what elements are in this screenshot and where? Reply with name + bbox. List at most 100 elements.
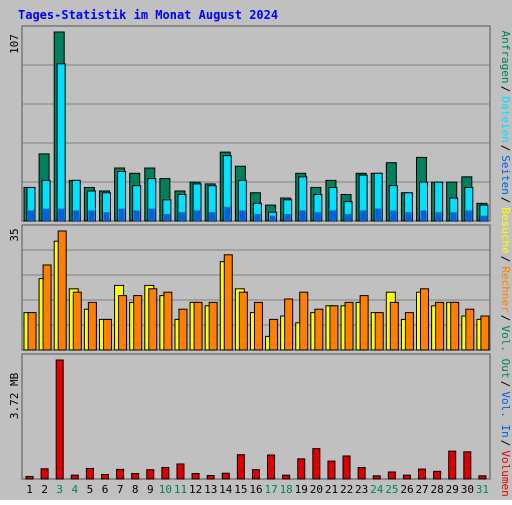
- bar-rechner-day-19: [299, 291, 309, 351]
- bar-rechner-day-3: [57, 230, 67, 351]
- x-tick-label: 9: [147, 483, 154, 496]
- bar-seiten-day-19: [299, 210, 306, 221]
- bar-volumen-day-15: [236, 454, 245, 480]
- bar-volumen-day-8: [131, 473, 140, 480]
- x-tick-label: 3: [56, 483, 63, 496]
- bar-volumen-day-1: [25, 475, 34, 480]
- x-tick-label: 25: [385, 483, 398, 496]
- bar-rechner-day-23: [359, 295, 369, 351]
- bar-seiten-day-29: [450, 212, 457, 221]
- legend-volumen: Volumen: [499, 450, 512, 496]
- bar-rechner-day-30: [465, 308, 475, 351]
- legend-vol-in: Vol. In: [499, 391, 512, 437]
- bar-rechner-day-5: [87, 301, 97, 351]
- chart-panels: 107 35 3.72 MB: [8, 25, 491, 480]
- bar-rechner-day-20: [314, 308, 324, 351]
- legend-vol-out: Vol. Out: [499, 326, 512, 379]
- bar-rechner-day-11: [178, 308, 188, 351]
- bar-volumen-day-16: [251, 469, 260, 480]
- bar-volumen-day-7: [116, 468, 125, 480]
- bar-rechner-day-14: [223, 254, 233, 351]
- bar-volumen-day-27: [418, 468, 427, 480]
- bar-seiten-day-7: [118, 208, 125, 221]
- bar-rechner-day-8: [133, 295, 143, 351]
- legend-dateien: Dateien: [499, 96, 512, 142]
- bar-volumen-day-29: [448, 450, 457, 480]
- bar-seiten-day-20: [314, 212, 321, 221]
- bar-seiten-day-2: [43, 208, 50, 221]
- legend-seiten: Seiten: [499, 155, 512, 195]
- x-tick-label: 2: [41, 483, 48, 496]
- y-max-label: 35: [8, 228, 21, 241]
- bar-volumen-day-19: [297, 458, 306, 480]
- x-tick-label: 12: [189, 483, 202, 496]
- bar-seiten-day-17: [269, 215, 276, 221]
- bar-seiten-day-14: [224, 206, 231, 221]
- bar-seiten-day-23: [360, 210, 367, 221]
- x-tick-label: 11: [174, 483, 187, 496]
- x-axis-day-labels: 1 2 3 4 5 6 7 8 9 10 11 12 13 14 15 16 17 18 19 20 21 22 23 24 2…: [26, 483, 489, 496]
- bar-seiten-day-11: [178, 212, 185, 221]
- bar-rechner-day-27: [420, 288, 430, 351]
- x-tick-label: 5: [87, 483, 94, 496]
- bar-volumen-day-6: [100, 474, 109, 480]
- bar-rechner-day-15: [238, 291, 248, 351]
- legend-separator: /: [499, 86, 512, 93]
- bar-seiten-day-5: [88, 210, 95, 221]
- bar-rechner-day-26: [404, 312, 414, 351]
- x-tick-label: 23: [355, 483, 368, 496]
- bar-rechner-day-17: [269, 318, 279, 351]
- bar-rechner-day-28: [435, 301, 445, 351]
- bar-seiten-day-18: [284, 213, 291, 221]
- right-legend: Anfragen / Dateien / Seiten / Besuche / Rechner /…: [499, 31, 512, 497]
- bar-rechner-day-21: [329, 305, 339, 351]
- x-tick-label: 24: [370, 483, 384, 496]
- bar-rechner-day-4: [72, 291, 82, 351]
- bar-volumen-day-28: [433, 470, 442, 480]
- legend-separator: /: [499, 256, 512, 263]
- bar-volumen-day-26: [402, 474, 411, 480]
- bar-volumen-day-13: [206, 474, 215, 480]
- legend-anfragen: Anfragen: [499, 31, 512, 84]
- bar-volumen-day-20: [312, 448, 321, 480]
- x-tick-label: 31: [476, 483, 489, 496]
- bar-volumen-day-18: [282, 474, 291, 480]
- y-max-label: 3.72 MB: [8, 372, 21, 419]
- bar-rechner-day-16: [253, 301, 263, 351]
- bar-volumen-day-3: [55, 359, 64, 480]
- x-tick-label: 4: [72, 483, 79, 496]
- bar-seiten-day-24: [375, 208, 382, 221]
- bar-dateien-day-3: [56, 63, 66, 222]
- bar-rechner-day-10: [163, 291, 173, 351]
- bar-volumen-day-10: [161, 466, 170, 480]
- legend-separator: /: [499, 440, 512, 447]
- x-tick-label: 26: [400, 483, 413, 496]
- legend-besuche: Besuche: [499, 207, 512, 253]
- x-tick-label: 14: [219, 483, 233, 496]
- bar-rechner-day-31: [480, 315, 490, 351]
- bar-volumen-day-22: [342, 455, 351, 480]
- bar-seiten-day-25: [390, 210, 397, 221]
- x-tick-label: 18: [280, 483, 293, 496]
- x-tick-label: 17: [264, 483, 277, 496]
- x-tick-label: 21: [325, 483, 338, 496]
- x-tick-label: 7: [117, 483, 124, 496]
- x-tick-label: 27: [415, 483, 428, 496]
- bar-seiten-day-8: [133, 210, 140, 221]
- bar-seiten-day-27: [420, 210, 427, 221]
- bar-seiten-day-15: [239, 210, 246, 221]
- bar-seiten-day-9: [148, 208, 155, 221]
- bar-rechner-day-2: [42, 264, 52, 351]
- bar-volumen-day-30: [463, 451, 472, 480]
- bar-volumen-day-31: [478, 475, 487, 480]
- bar-seiten-day-28: [435, 212, 442, 221]
- bar-rechner-day-22: [344, 301, 354, 351]
- bar-seiten-day-16: [254, 213, 261, 221]
- panel-bottom: 3.72 MB: [8, 353, 491, 480]
- x-tick-label: 22: [340, 483, 353, 496]
- panel-middle: 35: [8, 224, 491, 351]
- x-tick-label: 20: [310, 483, 323, 496]
- legend-rechner: Rechner: [499, 266, 512, 313]
- x-tick-label: 30: [461, 483, 474, 496]
